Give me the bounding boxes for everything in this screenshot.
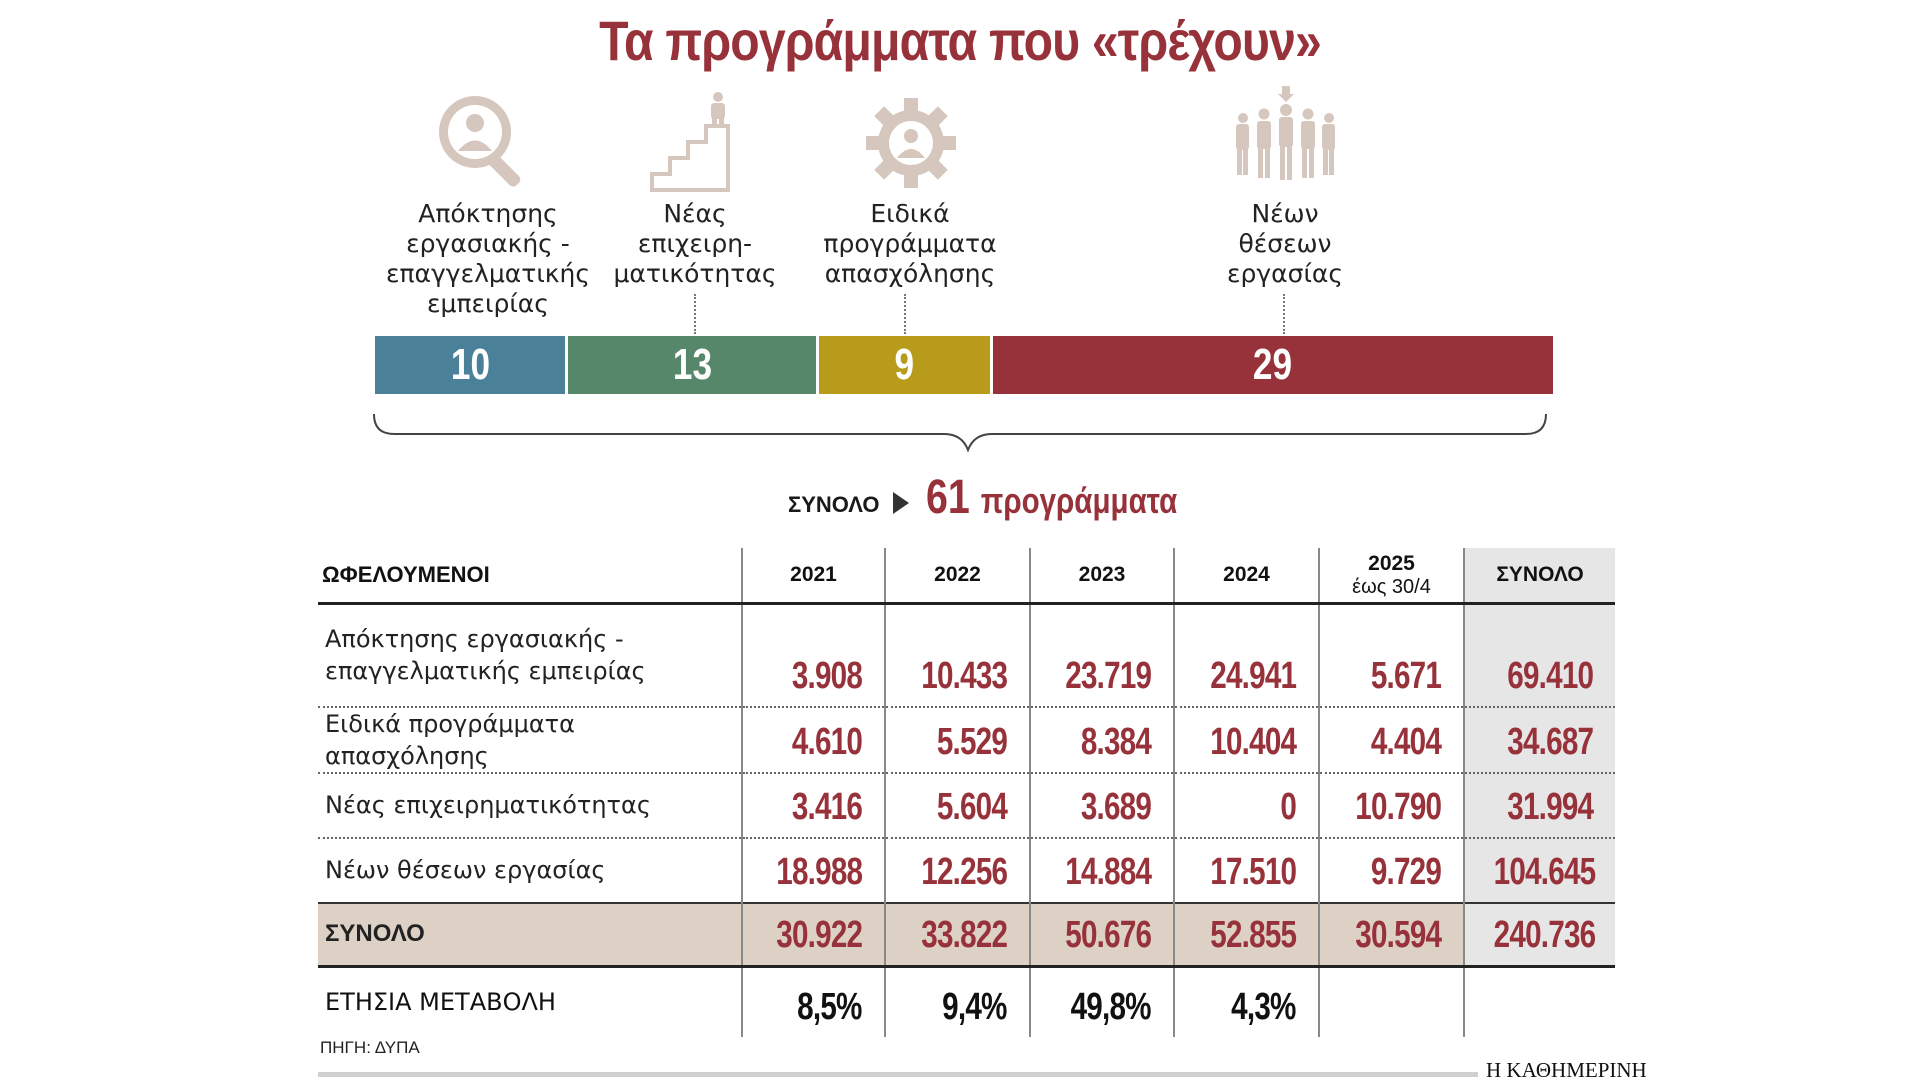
bar-value-label: 9: [894, 340, 915, 389]
table-cell: 24.941: [1173, 603, 1319, 707]
table-cell: 9,4%: [884, 966, 1030, 1037]
publisher-logo: Η ΚΑΘΗΜΕΡΙΝΗ: [1486, 1058, 1647, 1082]
arrow-right-icon: [893, 492, 909, 514]
category-label-entrepreneurship: Νέας επιχειρη- ματικότητας: [613, 199, 777, 288]
row-label: Ειδικά προγράμματα απασχόλησης: [325, 709, 575, 770]
row-label: Απόκτησης εργασιακής - επαγγελματικής εμπ…: [325, 625, 646, 686]
table-cell-total: 69.410: [1463, 603, 1615, 707]
table-row: Απόκτησης εργασιακής - επαγγελματικής εμπ…: [318, 603, 1615, 707]
header-year: 2022: [884, 548, 1030, 604]
total-unit: προγράμματα: [980, 480, 1178, 521]
gear-person-icon: [866, 98, 956, 188]
table-total-row: ΣΥΝΟΛΟ 30.922 33.822 50.676 52.855 30.59…: [318, 902, 1615, 967]
total-programs: 61 προγράμματα: [926, 470, 1177, 525]
connector-line: [904, 294, 906, 334]
bar-value-label: 10: [450, 340, 490, 389]
header-year-label: 2025: [1368, 551, 1415, 575]
table-cell-total: 104.645: [1463, 837, 1615, 903]
table-cell: 49,8%: [1029, 966, 1174, 1037]
table-cell: 5.604: [884, 772, 1030, 838]
table-row: Ειδικά προγράμματα απασχόλησης 4.610 5.5…: [318, 706, 1615, 773]
category-label-experience: Απόκτησης εργασιακής - επαγγελματικής εμπε…: [385, 199, 591, 318]
table-cell: 50.676: [1029, 902, 1174, 967]
table-row: Νέας επιχειρηματικότητας 3.416 5.604 3.6…: [318, 772, 1615, 838]
table-cell-total: 34.687: [1463, 706, 1615, 773]
table-cell: 5.671: [1318, 603, 1464, 707]
total-value: 61: [926, 471, 970, 524]
table-cell: 10.790: [1318, 772, 1464, 838]
table-cell: 4,3%: [1173, 966, 1319, 1037]
table-cell: 4.610: [741, 706, 885, 773]
header-year: 2023: [1029, 548, 1174, 604]
table-cell: 3.416: [741, 772, 885, 838]
bar-segment-3: 9: [819, 336, 990, 394]
header-year-sub: έως 30/4: [1352, 575, 1431, 598]
table-cell: 23.719: [1029, 603, 1174, 707]
table-cell: 0: [1173, 772, 1319, 838]
source-note: ΠΗΓΗ: ΔΥΠΑ: [320, 1038, 420, 1057]
table-cell: 18.988: [741, 837, 885, 903]
table-cell-total: 240.736: [1463, 902, 1615, 967]
table-header-row: ΩΦΕΛΟΥΜΕΝΟΙ 2021 2022 2023 2024 2025 έως…: [318, 548, 1615, 604]
table-cell: 10.433: [884, 603, 1030, 707]
table-cell: 17.510: [1173, 837, 1319, 903]
header-year: 2025 έως 30/4: [1318, 548, 1464, 604]
table-cell: [1463, 966, 1615, 1037]
table-cell: 30.922: [741, 902, 885, 967]
table-cell: 8,5%: [741, 966, 885, 1037]
bar-segment-4: 29: [992, 336, 1553, 394]
connector-line: [1283, 294, 1285, 334]
row-label: Νέας επιχειρηματικότητας: [325, 791, 651, 819]
row-label: Νέων θέσεων εργασίας: [325, 856, 606, 884]
row-label: ΣΥΝΟΛΟ: [325, 920, 425, 948]
table-cell: 3.908: [741, 603, 885, 707]
header-beneficiaries: ΩΦΕΛΟΥΜΕΝΟΙ: [322, 562, 490, 587]
table-row: Νέων θέσεων εργασίας 18.988 12.256 14.88…: [318, 837, 1615, 903]
bar-value-label: 13: [672, 340, 712, 389]
table-cell: 3.689: [1029, 772, 1174, 838]
table-cell: 33.822: [884, 902, 1030, 967]
search-person-icon: [439, 96, 521, 187]
table-cell: 10.404: [1173, 706, 1319, 773]
table-cell: [1318, 966, 1464, 1037]
brace-icon: [373, 413, 1547, 452]
table-cell: 12.256: [884, 837, 1030, 903]
category-label-new-jobs: Νέων θέσεων εργασίας: [1226, 199, 1344, 288]
table-cell: 9.729: [1318, 837, 1464, 903]
table-cell: 8.384: [1029, 706, 1174, 773]
table-cell: 14.884: [1029, 837, 1174, 903]
beneficiaries-table: ΩΦΕΛΟΥΜΕΝΟΙ 2021 2022 2023 2024 2025 έως…: [318, 548, 1615, 1037]
table-cell-total: 31.994: [1463, 772, 1615, 838]
table-cell: 30.594: [1318, 902, 1464, 967]
table-cell: 52.855: [1173, 902, 1319, 967]
table-cell: 5.529: [884, 706, 1030, 773]
header-year: 2024: [1173, 548, 1319, 604]
table-change-row: ΕΤΗΣΙΑ ΜΕΤΑΒΟΛΗ 8,5% 9,4% 49,8% 4,3%: [318, 966, 1615, 1037]
row-label: ΕΤΗΣΙΑ ΜΕΤΑΒΟΛΗ: [325, 988, 556, 1017]
bar-segment-2: 13: [568, 336, 817, 394]
group-people-icon: [1236, 86, 1335, 180]
bar-value-label: 29: [1253, 340, 1293, 389]
chart-title: Τα προγράμματα που «τρέχουν»: [599, 9, 1322, 72]
total-label: ΣΥΝΟΛΟ: [788, 492, 880, 517]
bottom-rule: [318, 1072, 1478, 1077]
table-cell: 4.404: [1318, 706, 1464, 773]
bar-segment-1: 10: [375, 336, 566, 394]
stairs-person-icon: [650, 92, 730, 192]
header-total: ΣΥΝΟΛΟ: [1463, 548, 1615, 604]
header-year: 2021: [741, 548, 885, 604]
connector-line: [694, 294, 696, 334]
category-label-special-programs: Ειδικά προγράμματα απασχόλησης: [823, 199, 997, 288]
